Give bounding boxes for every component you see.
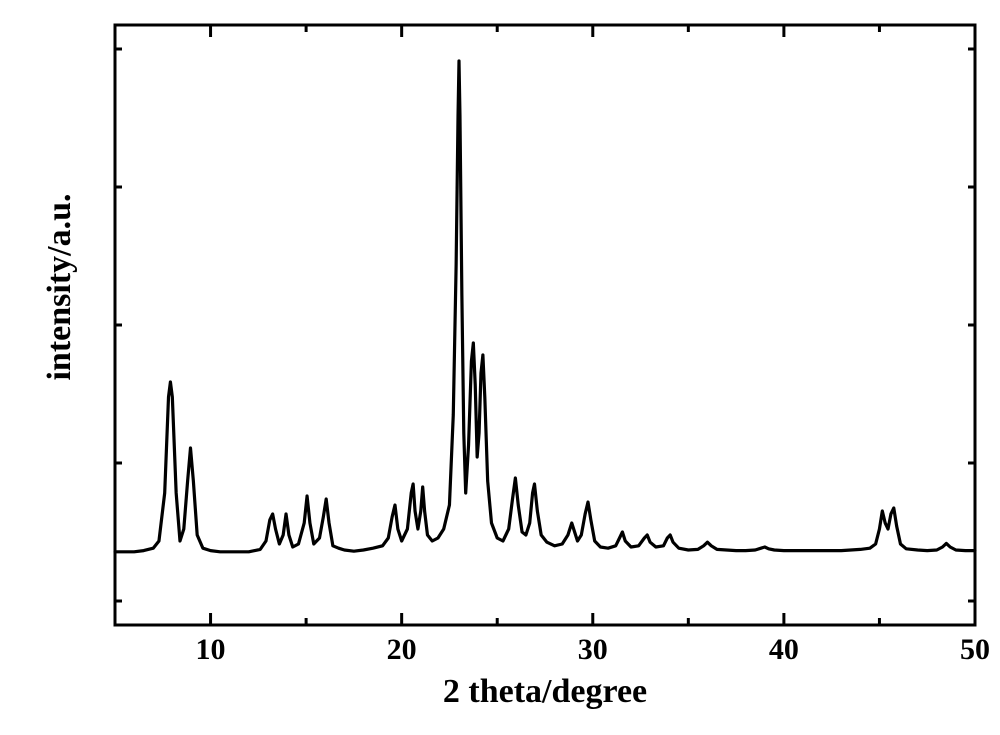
y-axis-label: intensity/a.u.: [41, 137, 79, 437]
xrd-chart: intensity/a.u. 2 theta/degree 10 20 30 40 50: [0, 0, 1000, 735]
x-tick-label: 10: [196, 633, 226, 667]
x-tick-label: 40: [769, 633, 799, 667]
chart-svg: [0, 0, 1000, 735]
x-tick-label: 30: [578, 633, 608, 667]
x-axis-label: 2 theta/degree: [395, 673, 695, 711]
x-tick-label: 50: [960, 633, 990, 667]
x-tick-label: 20: [387, 633, 417, 667]
